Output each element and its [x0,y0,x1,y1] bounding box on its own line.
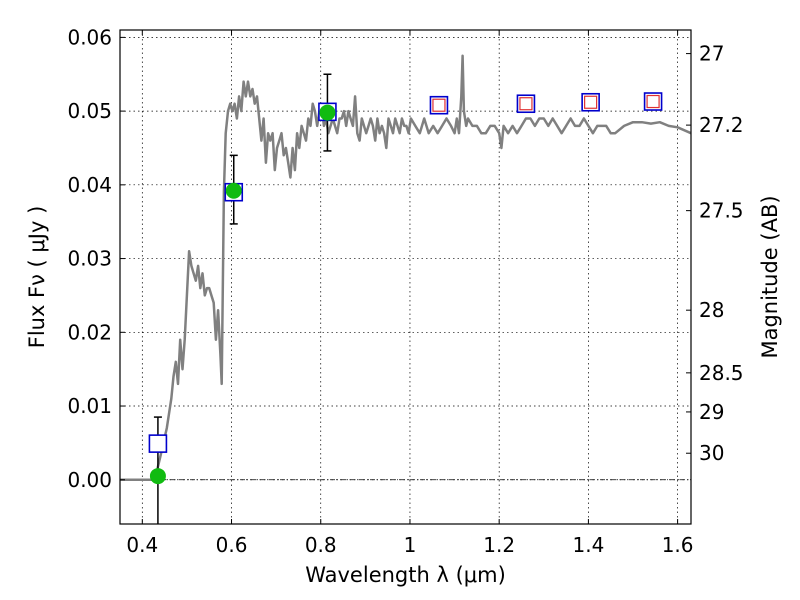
model-photometry-square [581,92,600,112]
upper-limit-square [584,95,598,109]
y-tick-label: 0.05 [67,99,112,123]
ticks: 0.4 0.6 0.8 1 1.2 1.4 1.6 0.00 0.01 0.02 0.03 0.04 0… [67,25,743,557]
x-axis-label: Wavelength λ (μm) [305,563,506,587]
model-photometry-square [148,434,168,453]
observed-point [149,468,166,485]
x-tick-label: 1.6 [662,533,694,557]
x-tick-label: 0.8 [305,533,337,557]
y-tick-label: 0.06 [67,25,112,49]
x-tick-label: 1 [404,533,417,557]
x-tick-label: 0.6 [216,533,248,557]
magnitude-tick-label: 28.5 [699,361,744,385]
magnitude-tick-label: 30 [699,441,724,465]
magnitude-tick-label: 29 [699,400,724,424]
y-tick-label: 0.04 [67,173,112,197]
model-photometry-square [643,92,663,111]
upper-limit-square [432,98,446,112]
magnitude-tick-label: 27.2 [699,113,744,137]
model-spectrum-line [120,54,692,482]
y-tick-label: 0.00 [67,468,112,492]
observed-point [319,104,336,121]
y-tick-label: 0.03 [67,247,112,271]
model-photometry-square [516,94,536,114]
magnitude-tick-label: 27.5 [699,199,744,223]
markers [148,92,663,485]
upper-limit-square [519,97,533,111]
grid [120,30,691,524]
upper-limit-square [646,94,660,109]
right-axis-label: Magnitude (AB) [758,195,782,358]
x-tick-label: 1.2 [483,533,515,557]
x-tick-label: 1.4 [572,533,604,557]
model-photometry-square [429,95,449,115]
observed-point [225,182,242,199]
model-spectrum [120,54,692,482]
magnitude-tick-label: 28 [699,298,724,322]
y-tick-label: 0.01 [67,394,112,418]
y-axis-label: Flux Fν ( μJy ) [25,206,49,349]
error-bars [153,73,332,524]
x-tick-label: 0.4 [126,533,158,557]
y-tick-label: 0.02 [67,320,112,344]
magnitude-tick-label: 27 [699,42,724,66]
plot-frame [119,29,692,525]
